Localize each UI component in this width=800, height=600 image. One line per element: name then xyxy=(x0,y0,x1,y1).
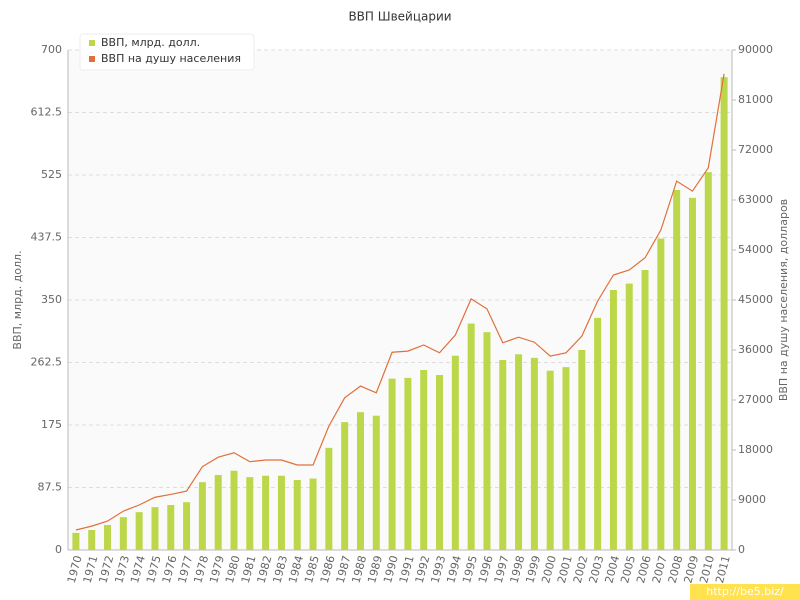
bar xyxy=(277,475,285,550)
bar xyxy=(230,470,238,550)
bar xyxy=(325,447,333,550)
bar xyxy=(198,482,206,550)
bar xyxy=(704,172,712,550)
bar xyxy=(562,367,570,550)
y2-tick-label: 18000 xyxy=(738,443,773,456)
legend: ВВП, млрд. долл. ВВП на душу населения xyxy=(79,33,255,71)
bar xyxy=(530,357,538,550)
y2-tick-label: 81000 xyxy=(738,93,773,106)
y2-tick-label: 63000 xyxy=(738,193,773,206)
bar xyxy=(72,532,80,550)
bar xyxy=(214,475,222,550)
bar xyxy=(372,415,380,550)
y2-tick-label: 9000 xyxy=(738,493,766,506)
bar xyxy=(720,77,728,551)
y-tick-label: 437.5 xyxy=(31,231,63,244)
legend-swatch xyxy=(89,40,95,46)
bar xyxy=(499,360,507,550)
legend-label: ВВП на душу населения xyxy=(101,52,241,65)
bar xyxy=(578,350,586,550)
y2-tick-label: 36000 xyxy=(738,343,773,356)
y2-tick-label: 0 xyxy=(738,543,745,556)
bar xyxy=(436,375,444,550)
bar xyxy=(246,477,254,550)
y-tick-label: 525 xyxy=(41,168,62,181)
bar xyxy=(467,323,475,550)
bar xyxy=(388,378,396,550)
bar xyxy=(167,505,175,550)
y2-axis-label: ВВП на душу населения, долларов xyxy=(777,199,790,401)
bar xyxy=(183,502,191,550)
bar xyxy=(341,422,349,550)
y2-tick-label: 72000 xyxy=(738,143,773,156)
bar xyxy=(451,355,459,550)
bar xyxy=(356,412,364,550)
legend-swatch xyxy=(89,56,95,62)
y-tick-label: 262.5 xyxy=(31,356,63,369)
bar xyxy=(309,478,317,550)
bar xyxy=(151,507,159,550)
y2-tick-label: 54000 xyxy=(738,243,773,256)
bar xyxy=(594,317,602,550)
bar xyxy=(657,238,665,551)
legend-box xyxy=(79,33,255,71)
bar xyxy=(515,354,523,550)
y-tick-label: 87.5 xyxy=(38,481,63,494)
bar xyxy=(420,370,428,550)
chart-title: ВВП Швейцарии xyxy=(348,10,451,24)
y-tick-label: 175 xyxy=(41,418,62,431)
bar xyxy=(546,370,554,550)
y2-tick-label: 45000 xyxy=(738,293,773,306)
bar xyxy=(262,475,270,550)
y-axis-label: ВВП, млрд. долл. xyxy=(11,250,24,349)
bar xyxy=(135,512,143,550)
watermark: http://be5.biz/ xyxy=(706,585,784,598)
y-tick-label: 612.5 xyxy=(31,106,63,119)
legend-label: ВВП, млрд. долл. xyxy=(101,36,200,49)
bar xyxy=(119,517,127,550)
bar xyxy=(688,197,696,550)
bar xyxy=(404,377,412,550)
bar xyxy=(88,530,96,550)
bar xyxy=(293,480,301,550)
y2-tick-label: 90000 xyxy=(738,43,773,56)
bar xyxy=(641,270,649,550)
line xyxy=(75,73,725,531)
bar xyxy=(673,190,681,550)
y-tick-label: 700 xyxy=(41,43,62,56)
bar xyxy=(609,290,617,550)
watermark-bg xyxy=(690,584,800,600)
bar xyxy=(483,332,491,550)
bar xyxy=(625,283,633,550)
y-tick-label: 350 xyxy=(41,293,62,306)
y2-tick-label: 27000 xyxy=(738,393,773,406)
y-tick-label: 0 xyxy=(55,543,62,556)
bar xyxy=(104,525,112,550)
